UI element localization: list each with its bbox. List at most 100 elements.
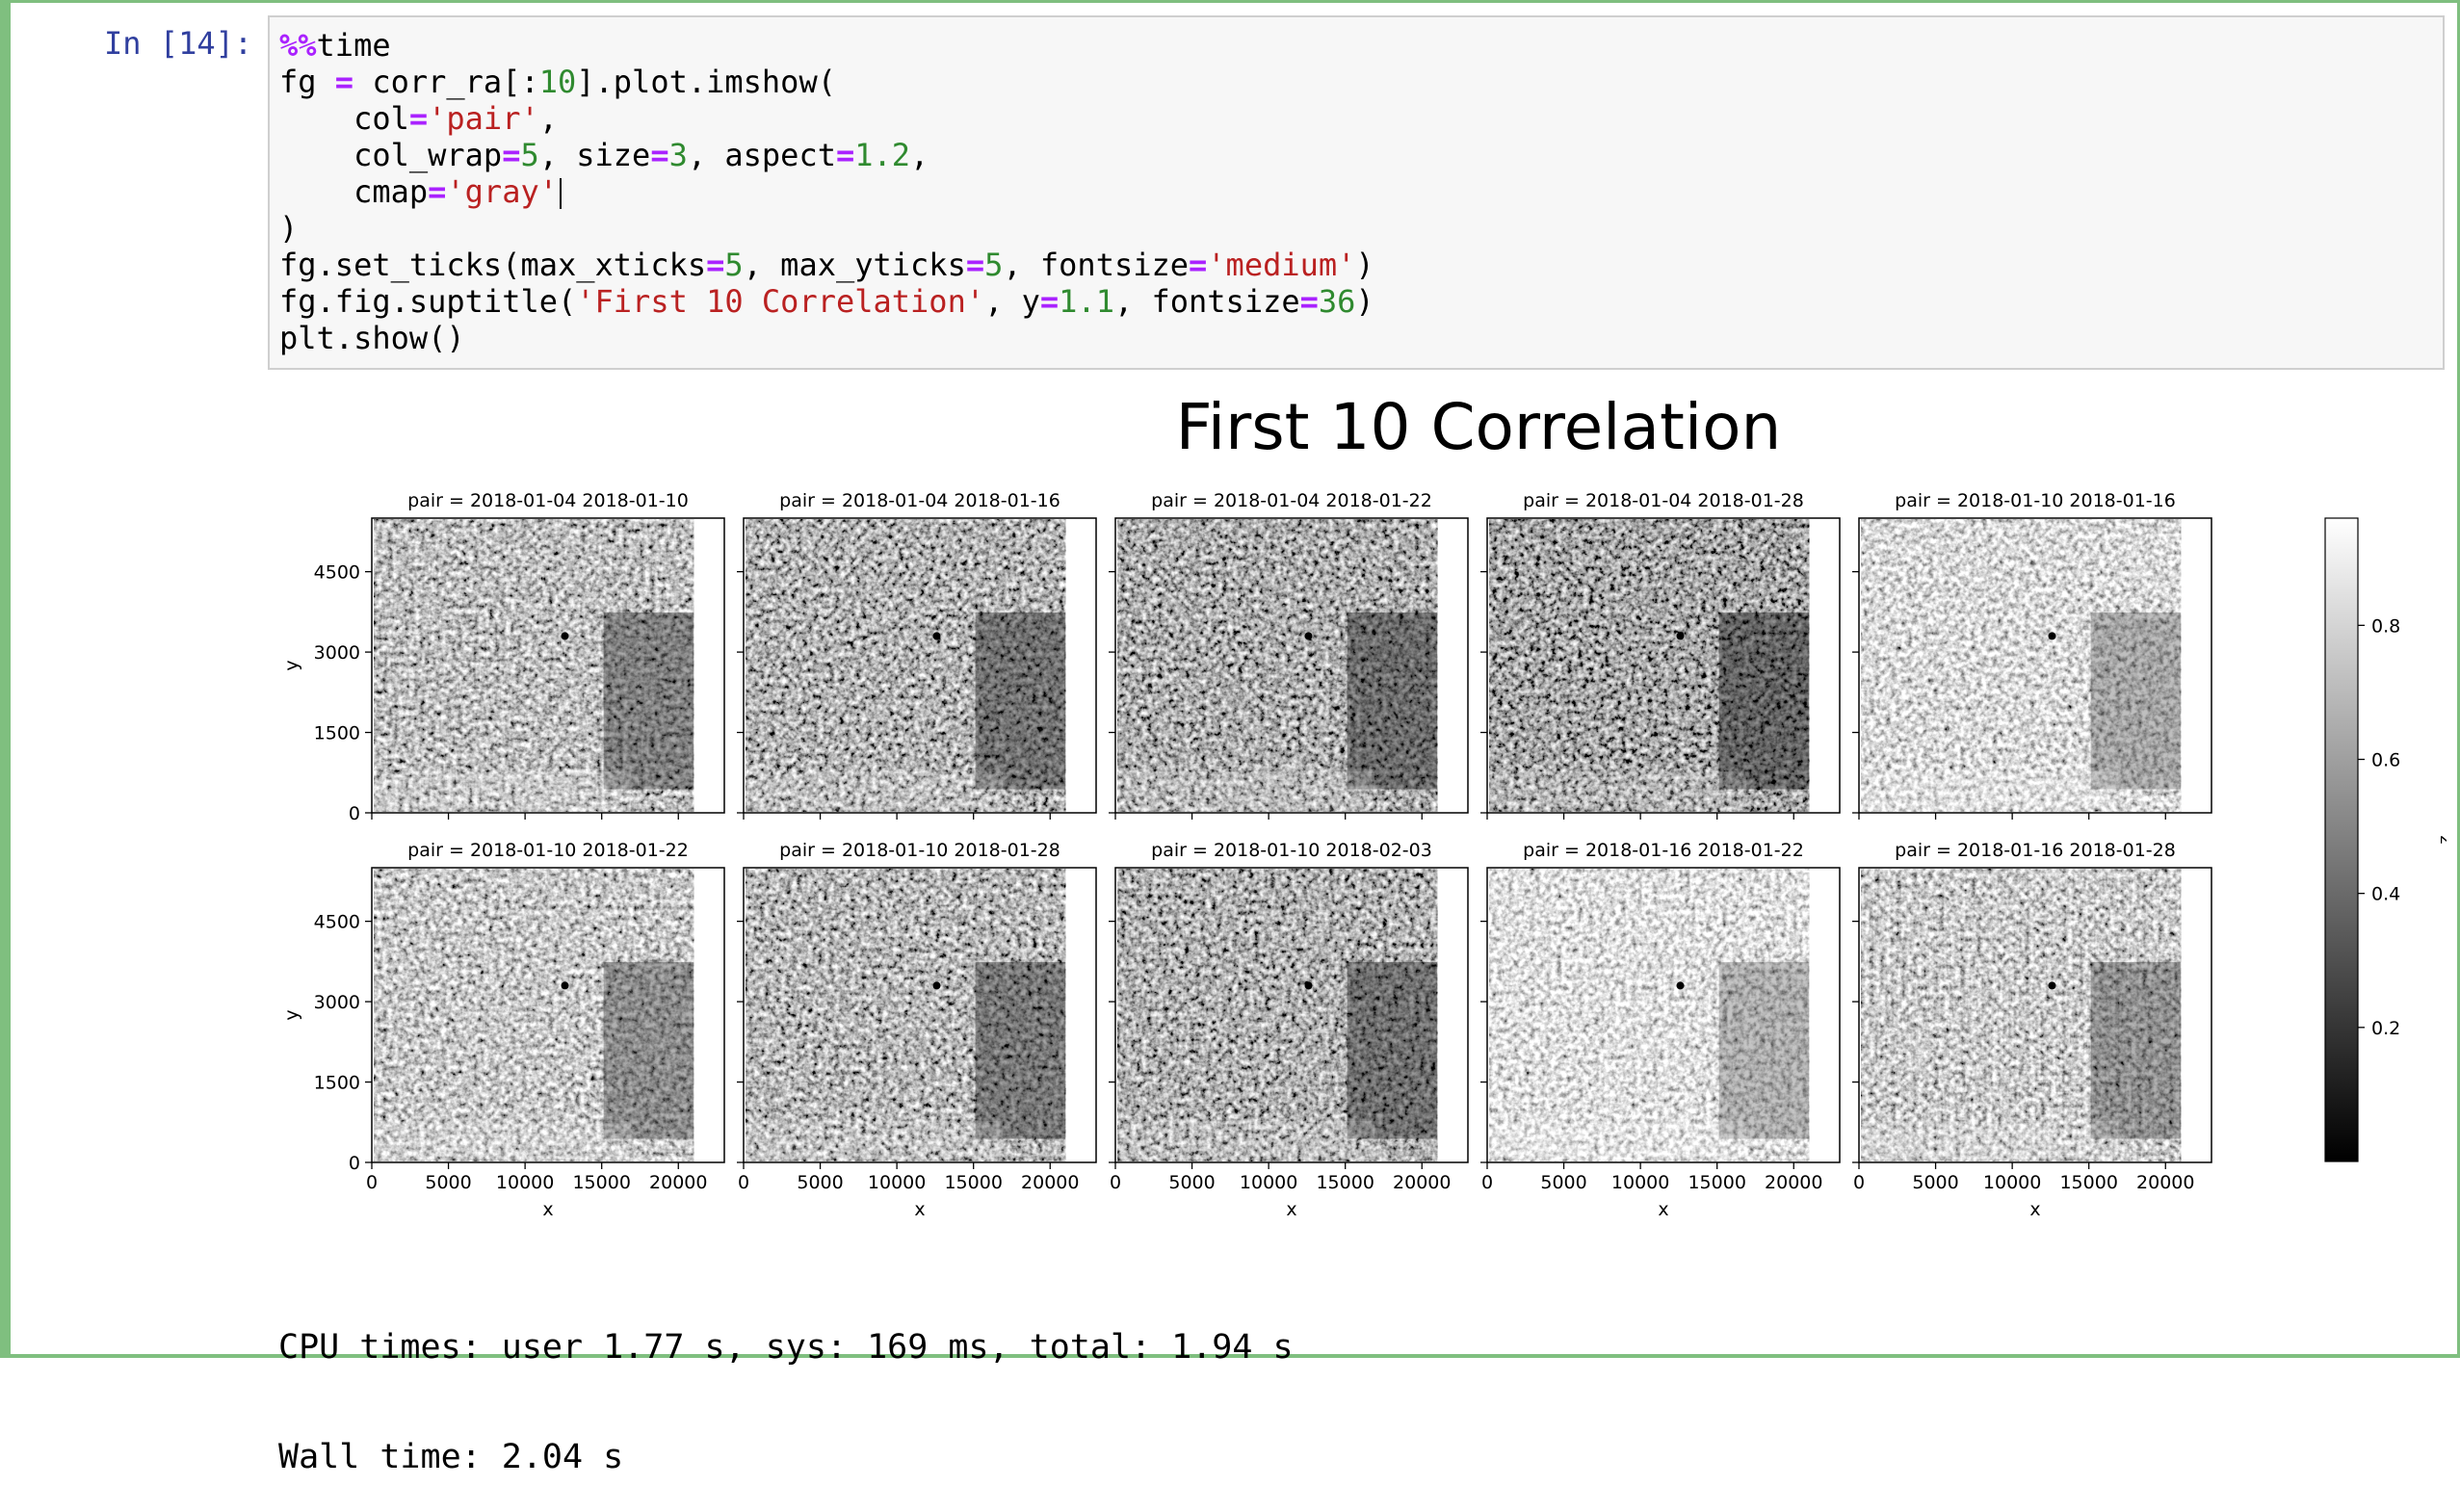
x-tick-label: 5000	[797, 1172, 843, 1193]
colorbar-bar	[2324, 517, 2359, 1162]
axes-frame	[1114, 867, 1469, 1163]
correlation-image	[746, 869, 1066, 1161]
code-line[interactable]: fg.fig.suptitle('First 10 Correlation', …	[279, 283, 1374, 320]
y-tick-label: 3000	[314, 642, 360, 664]
facet-grid-figure: First 10 Correlation pair = 2018-01-04 20…	[281, 390, 2455, 1220]
axes-frame	[1486, 867, 1841, 1163]
x-tick-label: 10000	[868, 1172, 926, 1193]
y-tick-label: 1500	[314, 1073, 360, 1094]
code-token: 10	[538, 64, 577, 100]
correlation-image	[746, 519, 1066, 812]
correlation-image	[1861, 519, 2182, 812]
lake-spot	[2048, 632, 2056, 640]
cell-output: First 10 Correlation pair = 2018-01-04 20…	[0, 370, 2455, 1354]
lake-spot	[561, 981, 569, 990]
code-token: , y	[984, 283, 1040, 320]
axes-frame	[1114, 517, 1469, 814]
code-token: cmap	[279, 173, 429, 210]
x-axis-label: x	[2029, 1199, 2040, 1220]
wall-time-line: Wall time: 2.04 s	[278, 1438, 624, 1476]
facet-panel: pair = 2018-01-04 2018-01-10 0 1500 3000 450…	[281, 490, 725, 824]
code-token: , fontsize	[1003, 247, 1190, 283]
x-tick-label: 20000	[2136, 1172, 2194, 1193]
code-token: 'gray'	[446, 173, 558, 210]
x-axis-label: x	[1286, 1199, 1296, 1220]
facet-panel: pair = 2018-01-04 2018-01-28	[1480, 490, 1841, 820]
y-tick-label: 1500	[314, 723, 360, 744]
axes-frame	[743, 517, 1097, 814]
panel-title: pair = 2018-01-10 2018-01-16	[1895, 490, 2176, 511]
text-cursor	[559, 178, 562, 209]
code-token: )	[1355, 247, 1374, 283]
code-line[interactable]: fg.set_ticks(max_xticks=5, max_yticks=5,…	[279, 247, 1374, 283]
correlation-image	[374, 519, 694, 812]
code-token: 'medium'	[1207, 247, 1356, 283]
x-tick-label: 0	[366, 1172, 378, 1193]
panel-title: pair = 2018-01-04 2018-01-22	[1151, 490, 1432, 511]
code-token: ].plot.imshow(	[576, 64, 836, 100]
code-token: )	[1355, 283, 1374, 320]
x-tick-label: 15000	[944, 1172, 1002, 1193]
code-token: plt.show()	[279, 320, 465, 356]
dark-region	[603, 961, 694, 1139]
axes-frame	[371, 517, 725, 814]
colorbar: 0.2 0.4 0.6 0.8 z	[2324, 517, 2455, 1162]
correlation-image	[1861, 869, 2182, 1161]
correlation-image	[1117, 869, 1438, 1161]
correlation-image	[374, 869, 694, 1161]
code-token: 5	[520, 137, 539, 173]
code-token: =	[334, 64, 354, 100]
facet-panel: pair = 2018-01-16 2018-01-22 0 5000 10000 15…	[1480, 840, 1841, 1220]
code-line[interactable]: plt.show()	[279, 320, 1374, 356]
code-token: %%	[279, 27, 317, 64]
code-line[interactable]: cmap='gray'	[279, 173, 1374, 210]
bright-band	[1861, 771, 2119, 810]
y-tick-label: 4500	[314, 912, 360, 933]
x-tick-label: 20000	[649, 1172, 707, 1193]
bright-band	[1117, 771, 1375, 810]
code-token: ,	[538, 100, 558, 137]
code-line[interactable]: col='pair',	[279, 100, 1374, 137]
code-token: 1.2	[854, 137, 911, 173]
x-axis-label: x	[542, 1199, 553, 1220]
code-token: =	[706, 247, 725, 283]
code-token: =	[835, 137, 855, 173]
code-token: fg.set_ticks(max_xticks	[279, 247, 707, 283]
correlation-image	[1489, 869, 1810, 1161]
bright-band	[374, 1121, 632, 1160]
x-tick-label: 15000	[572, 1172, 630, 1193]
correlation-image	[1489, 519, 1810, 812]
code-editor[interactable]: %%time fg = corr_ra[:10].plot.imshow( col…	[268, 15, 2445, 370]
colorbar-tick-label: 0.2	[2371, 1018, 2400, 1039]
dark-region	[2090, 612, 2182, 790]
figure-title: First 10 Correlation	[1176, 390, 1782, 464]
x-tick-label: 10000	[1983, 1172, 2041, 1193]
x-tick-label: 10000	[496, 1172, 554, 1193]
code-token: 1.1	[1059, 283, 1114, 320]
bright-band	[374, 771, 632, 810]
code-token: =	[650, 137, 669, 173]
code-line[interactable]: col_wrap=5, size=3, aspect=1.2,	[279, 137, 1374, 173]
panel-title: pair = 2018-01-10 2018-01-22	[407, 840, 689, 861]
code-line[interactable]: )	[279, 210, 1374, 247]
dark-region	[2090, 961, 2182, 1139]
code-token: 36	[1318, 283, 1356, 320]
y-tick-label: 3000	[314, 992, 360, 1013]
x-tick-label: 5000	[1912, 1172, 1958, 1193]
x-tick-label: 0	[738, 1172, 749, 1193]
x-axis-label: x	[914, 1199, 925, 1220]
code-token: =	[1189, 247, 1208, 283]
code-token: 5	[984, 247, 1004, 283]
code-token: time	[316, 27, 391, 64]
code-line[interactable]: %%time	[279, 27, 1374, 64]
colorbar-tick-label: 0.4	[2371, 884, 2400, 905]
panel-title: pair = 2018-01-04 2018-01-10	[407, 490, 689, 511]
axes-frame	[1858, 517, 2212, 814]
lake-spot	[561, 632, 569, 640]
code-line[interactable]: fg = corr_ra[:10].plot.imshow(	[279, 64, 1374, 100]
panel-title: pair = 2018-01-10 2018-02-03	[1151, 840, 1432, 861]
x-tick-label: 0	[1853, 1172, 1865, 1193]
lake-spot	[1304, 632, 1313, 640]
code-text[interactable]: %%time fg = corr_ra[:10].plot.imshow( col…	[279, 27, 1374, 356]
lake-spot	[1676, 981, 1685, 990]
